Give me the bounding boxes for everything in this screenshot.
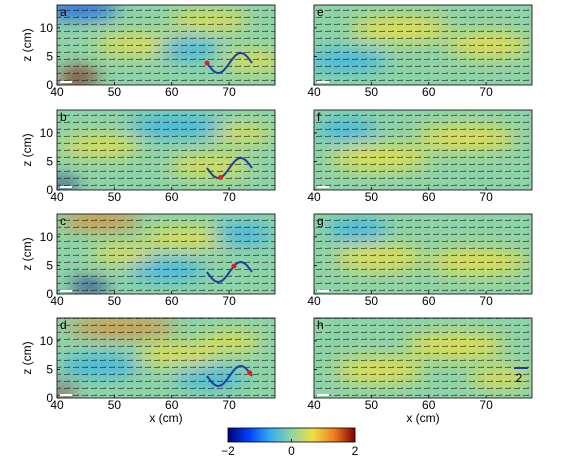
x-tick-label: 70 <box>479 85 493 99</box>
panel <box>314 318 532 398</box>
y-tick-label: 5 <box>46 49 53 63</box>
x-tick-label: 60 <box>422 190 436 204</box>
x-tick-label: 70 <box>222 294 236 308</box>
vector-field <box>57 318 275 398</box>
y-tick-label: 5 <box>46 154 53 168</box>
y-tick-label: 0 <box>46 183 53 197</box>
panel-label: a <box>60 5 67 19</box>
panel-label: f <box>317 110 321 124</box>
vector-field <box>57 214 275 294</box>
x-tick-label: 60 <box>422 294 436 308</box>
panel-frame <box>313 213 533 295</box>
panel-label: d <box>60 318 67 332</box>
y-tick-label: 10 <box>40 334 54 348</box>
wave-dot <box>218 175 223 181</box>
panel-label: e <box>317 5 324 19</box>
wave-dot <box>231 263 237 269</box>
vector-field <box>57 110 275 190</box>
y-axis-label: z (cm) <box>20 237 34 270</box>
x-axis-label: x (cm) <box>149 411 182 425</box>
y-tick-label: 10 <box>40 126 54 140</box>
panel-frame <box>56 213 276 295</box>
panel <box>314 110 532 190</box>
panel-frame <box>56 317 276 399</box>
x-tick-label: 70 <box>222 190 236 204</box>
vector-field <box>314 5 532 85</box>
x-tick-label: 70 <box>222 85 236 99</box>
wave-dot <box>247 370 253 376</box>
x-tick-label: 50 <box>365 294 379 308</box>
panel-frame <box>56 109 276 191</box>
y-tick-label: 0 <box>46 287 53 301</box>
vector-field <box>314 318 532 398</box>
panel-frame <box>313 4 533 86</box>
y-tick-label: 5 <box>46 258 53 272</box>
vector-field <box>57 5 275 85</box>
panel <box>314 5 532 85</box>
panel-label: h <box>317 318 324 332</box>
panel <box>57 110 275 190</box>
y-tick-label: 10 <box>40 230 54 244</box>
y-axis-label: z (cm) <box>20 133 34 166</box>
panel <box>57 5 275 85</box>
scale-label: 2 <box>516 371 523 385</box>
x-tick-label: 60 <box>165 398 179 412</box>
y-tick-label: 10 <box>40 21 54 35</box>
y-tick-label: 0 <box>46 391 53 405</box>
panel-label: c <box>60 214 66 228</box>
x-tick-label: 60 <box>165 190 179 204</box>
y-tick-label: 0 <box>46 78 53 92</box>
y-axis-label: z (cm) <box>20 341 34 374</box>
y-axis-label: z (cm) <box>20 28 34 61</box>
colorbar-tick-label: −2 <box>221 444 235 458</box>
x-tick-label: 40 <box>307 190 321 204</box>
colorbar-tick-label: 2 <box>352 444 359 458</box>
x-tick-label: 50 <box>365 85 379 99</box>
x-tick-label: 50 <box>108 85 122 99</box>
x-tick-label: 40 <box>50 294 64 308</box>
x-tick-label: 60 <box>422 398 436 412</box>
x-tick-label: 60 <box>165 294 179 308</box>
x-tick-label: 50 <box>365 398 379 412</box>
wave-dot <box>204 60 210 66</box>
x-tick-label: 50 <box>108 398 122 412</box>
x-tick-label: 70 <box>479 294 493 308</box>
y-tick-label: 5 <box>46 362 53 376</box>
wave-symbol <box>206 260 253 284</box>
panel <box>57 214 275 294</box>
x-tick-label: 50 <box>365 190 379 204</box>
x-tick-label: 40 <box>307 294 321 308</box>
x-tick-label: 70 <box>222 398 236 412</box>
vector-field <box>314 110 532 190</box>
x-tick-label: 60 <box>165 85 179 99</box>
wave-symbol <box>206 364 253 388</box>
x-tick-label: 60 <box>422 85 436 99</box>
x-tick-label: 40 <box>50 85 64 99</box>
wave-symbol <box>206 51 253 75</box>
panel <box>57 318 275 398</box>
panel-frame <box>313 317 533 399</box>
x-tick-label: 40 <box>307 398 321 412</box>
panel-label: b <box>60 110 67 124</box>
panel-frame <box>313 109 533 191</box>
panel-label: g <box>317 214 324 228</box>
vector-field <box>314 214 532 294</box>
x-tick-label: 40 <box>307 85 321 99</box>
wave-symbol <box>206 156 253 180</box>
panel-frame <box>56 4 276 86</box>
x-tick-label: 50 <box>108 294 122 308</box>
x-tick-label: 40 <box>50 398 64 412</box>
panel <box>314 214 532 294</box>
x-tick-label: 40 <box>50 190 64 204</box>
x-axis-label: x (cm) <box>406 411 439 425</box>
x-tick-label: 70 <box>479 190 493 204</box>
colorbar-tick-label: 0 <box>288 444 295 458</box>
x-tick-label: 50 <box>108 190 122 204</box>
x-tick-label: 70 <box>479 398 493 412</box>
